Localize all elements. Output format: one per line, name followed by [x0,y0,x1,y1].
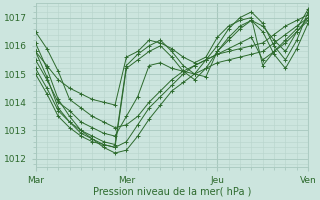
X-axis label: Pression niveau de la mer( hPa ): Pression niveau de la mer( hPa ) [92,187,251,197]
